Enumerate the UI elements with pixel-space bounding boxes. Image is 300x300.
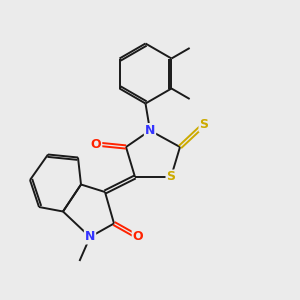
Text: O: O — [91, 137, 101, 151]
Text: O: O — [133, 230, 143, 244]
Text: N: N — [145, 124, 155, 137]
Text: S: S — [167, 170, 176, 184]
Text: N: N — [85, 230, 95, 244]
Text: S: S — [200, 118, 208, 131]
